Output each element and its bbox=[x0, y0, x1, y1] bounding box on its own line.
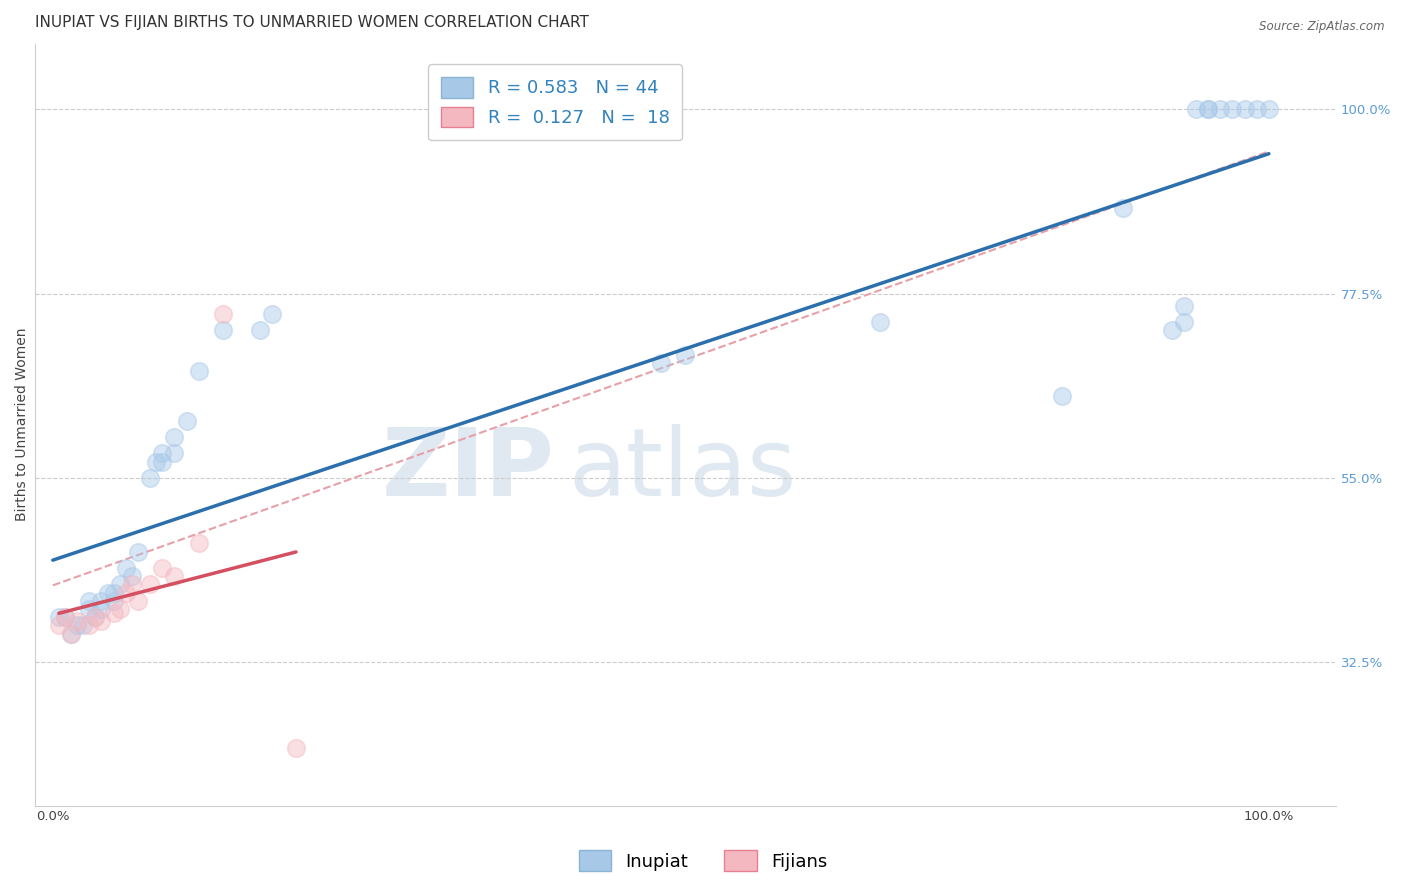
Point bbox=[48, 618, 70, 632]
Point bbox=[150, 446, 173, 460]
Point bbox=[1050, 389, 1073, 403]
Text: ZIP: ZIP bbox=[382, 425, 555, 516]
Point bbox=[1222, 102, 1244, 116]
Y-axis label: Births to Unmarried Women: Births to Unmarried Women bbox=[15, 328, 30, 522]
Text: atlas: atlas bbox=[568, 425, 796, 516]
Point bbox=[212, 323, 235, 337]
Point bbox=[77, 618, 100, 632]
Point bbox=[869, 315, 891, 329]
Point bbox=[285, 741, 308, 756]
Point bbox=[114, 585, 136, 599]
Point bbox=[66, 614, 89, 628]
Point bbox=[90, 602, 112, 616]
Point bbox=[1185, 102, 1208, 116]
Point bbox=[127, 594, 149, 608]
Point bbox=[108, 577, 131, 591]
Legend: R = 0.583   N = 44, R =  0.127   N =  18: R = 0.583 N = 44, R = 0.127 N = 18 bbox=[427, 64, 682, 140]
Point bbox=[90, 614, 112, 628]
Point bbox=[127, 544, 149, 558]
Point bbox=[103, 606, 125, 620]
Point bbox=[163, 569, 186, 583]
Legend: Inupiat, Fijians: Inupiat, Fijians bbox=[571, 843, 835, 879]
Point bbox=[650, 356, 672, 370]
Point bbox=[176, 413, 198, 427]
Point bbox=[1197, 102, 1219, 116]
Point bbox=[163, 430, 186, 444]
Point bbox=[53, 610, 76, 624]
Point bbox=[90, 594, 112, 608]
Point bbox=[1197, 102, 1219, 116]
Point bbox=[84, 610, 107, 624]
Point bbox=[187, 536, 209, 550]
Point bbox=[249, 323, 271, 337]
Point bbox=[1173, 315, 1195, 329]
Point bbox=[108, 602, 131, 616]
Point bbox=[1257, 102, 1279, 116]
Point bbox=[84, 610, 107, 624]
Point bbox=[212, 307, 235, 321]
Point bbox=[114, 561, 136, 575]
Point bbox=[103, 585, 125, 599]
Point bbox=[60, 626, 83, 640]
Point bbox=[53, 610, 76, 624]
Point bbox=[1233, 102, 1256, 116]
Point bbox=[48, 610, 70, 624]
Point bbox=[72, 618, 94, 632]
Point bbox=[1112, 201, 1135, 215]
Point bbox=[150, 561, 173, 575]
Point bbox=[139, 577, 162, 591]
Point bbox=[60, 626, 83, 640]
Point bbox=[96, 585, 118, 599]
Point bbox=[103, 594, 125, 608]
Point bbox=[1160, 323, 1182, 337]
Point bbox=[163, 446, 186, 460]
Point bbox=[77, 602, 100, 616]
Point bbox=[77, 594, 100, 608]
Point bbox=[673, 348, 696, 362]
Point bbox=[121, 577, 143, 591]
Point bbox=[260, 307, 283, 321]
Text: INUPIAT VS FIJIAN BIRTHS TO UNMARRIED WOMEN CORRELATION CHART: INUPIAT VS FIJIAN BIRTHS TO UNMARRIED WO… bbox=[35, 15, 589, 30]
Point bbox=[1209, 102, 1232, 116]
Point bbox=[139, 471, 162, 485]
Point bbox=[66, 618, 89, 632]
Point bbox=[187, 364, 209, 378]
Text: Source: ZipAtlas.com: Source: ZipAtlas.com bbox=[1260, 20, 1385, 33]
Point bbox=[145, 454, 167, 468]
Point bbox=[121, 569, 143, 583]
Point bbox=[1246, 102, 1268, 116]
Point bbox=[1173, 299, 1195, 313]
Point bbox=[150, 454, 173, 468]
